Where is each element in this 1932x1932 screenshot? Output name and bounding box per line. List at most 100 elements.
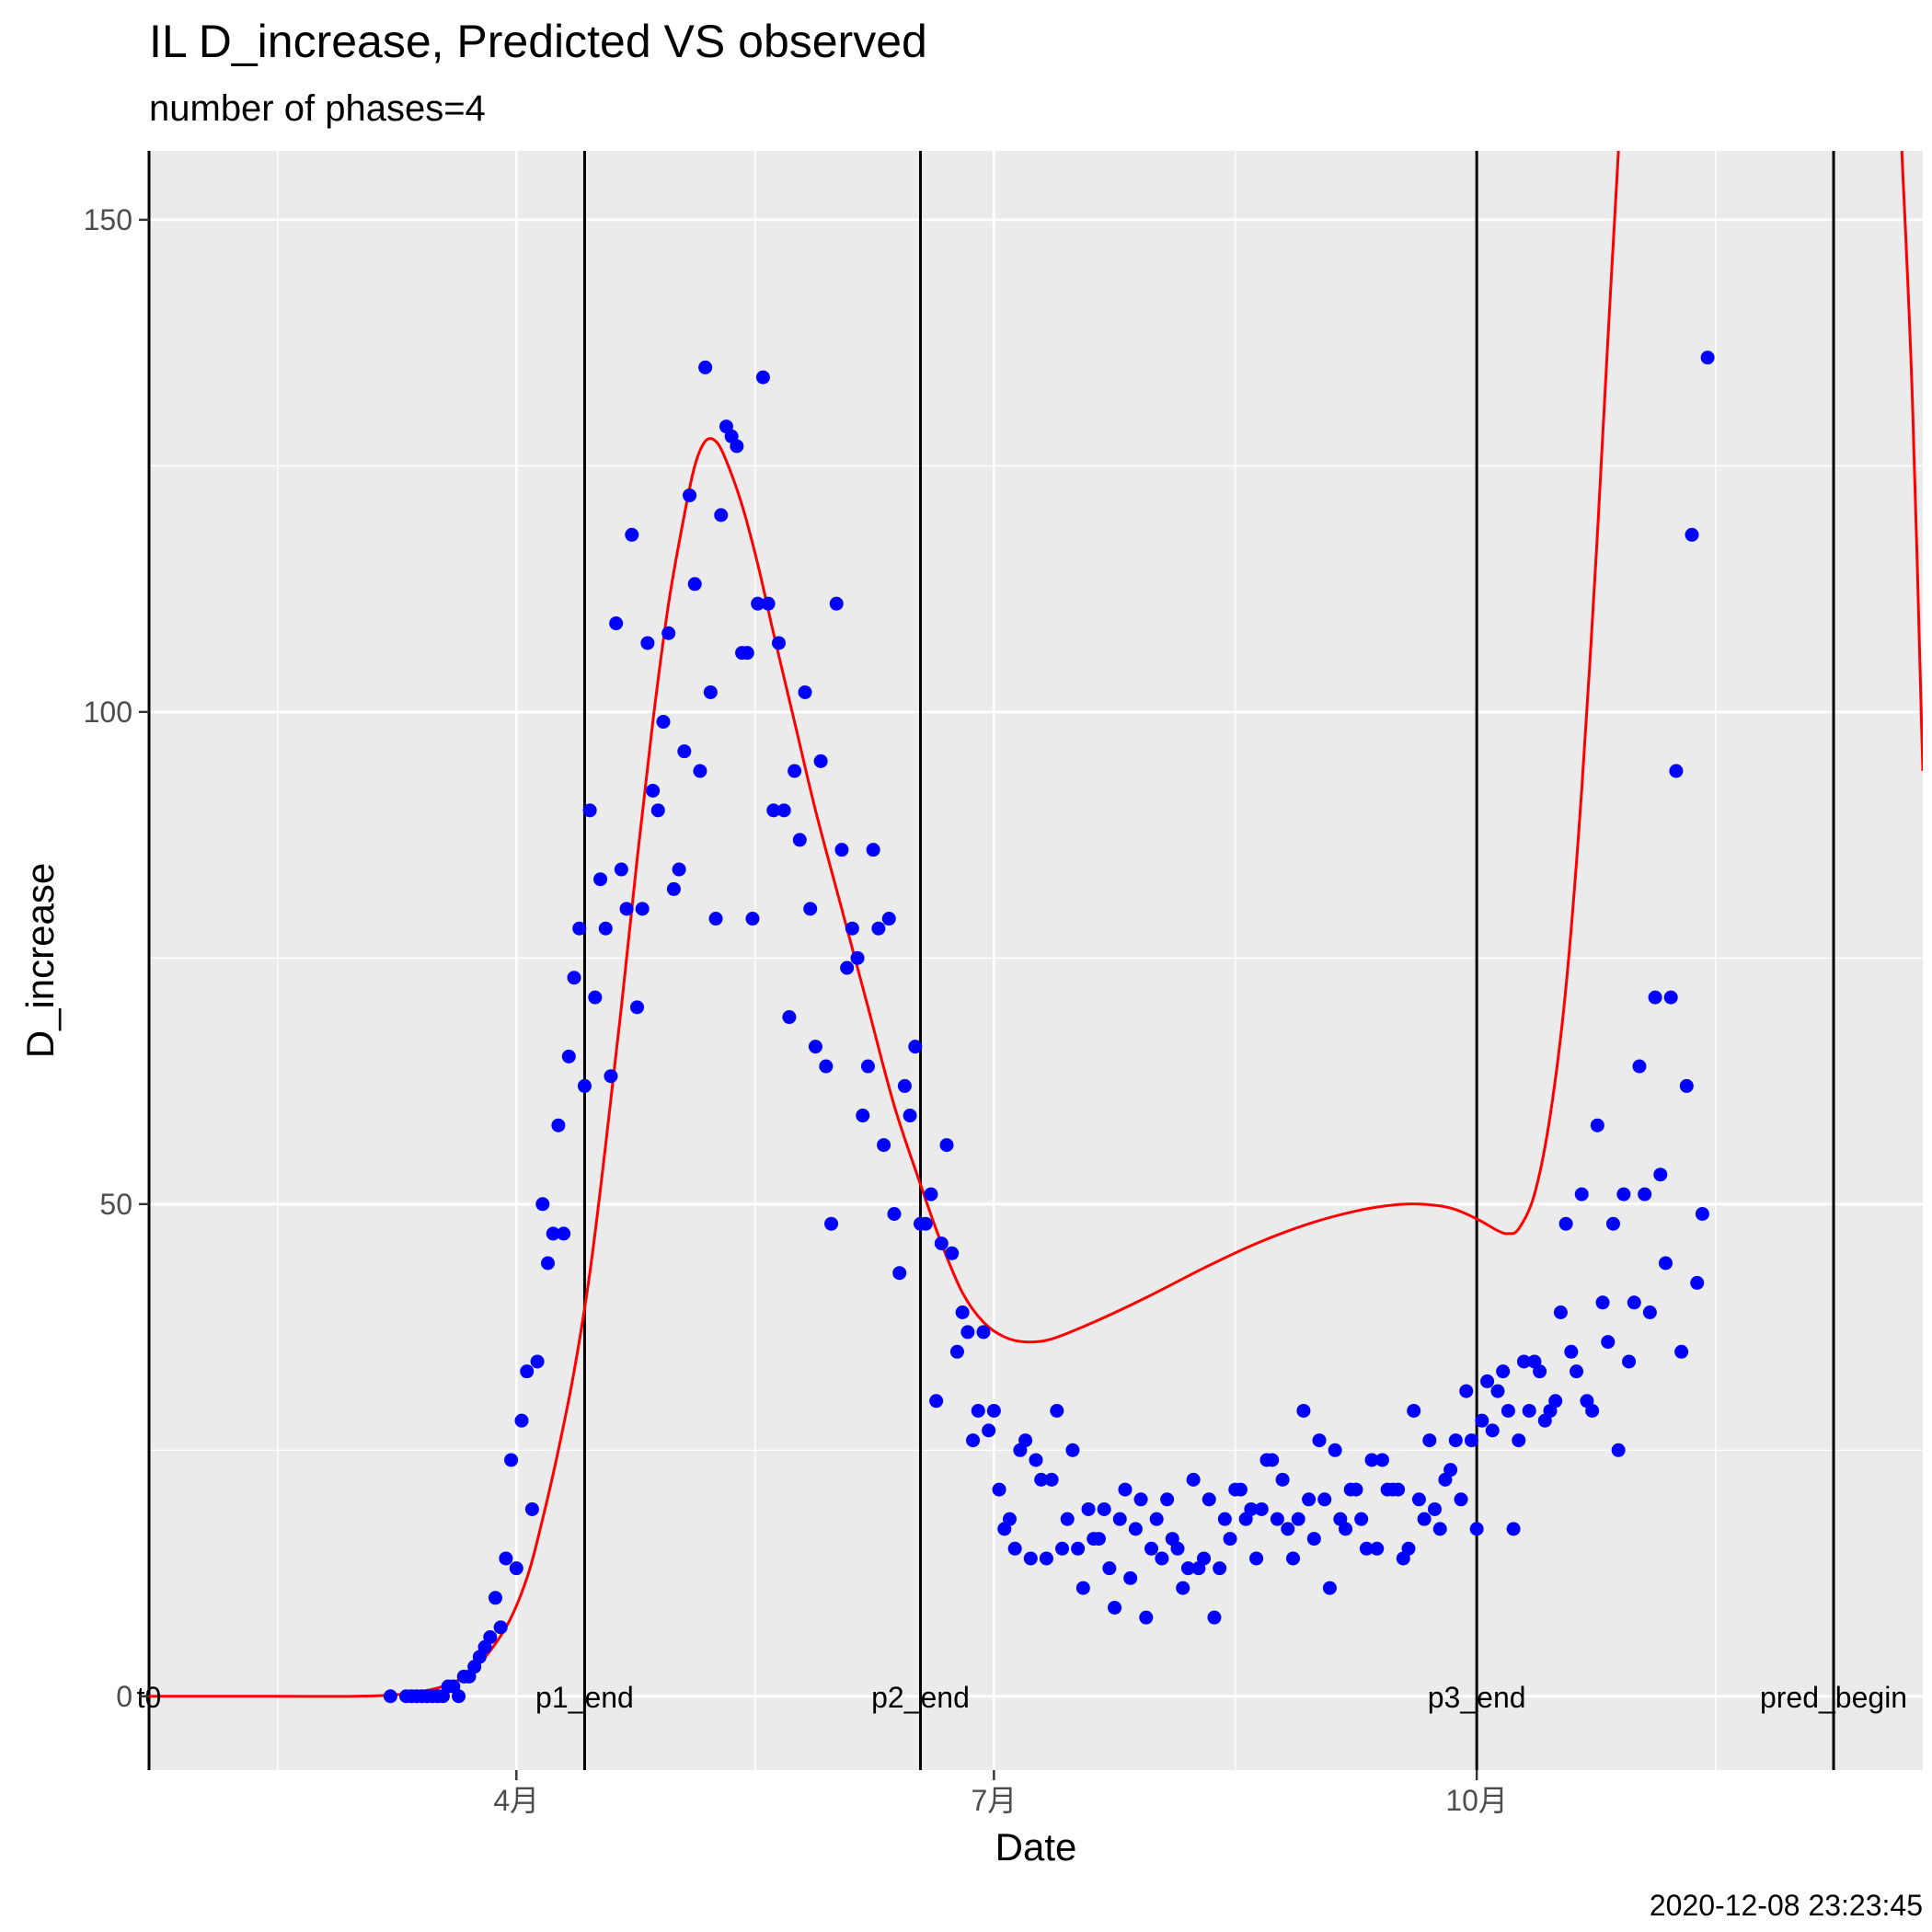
observed-point — [1312, 1433, 1327, 1448]
observed-point — [1601, 1335, 1616, 1350]
observed-point — [1522, 1403, 1536, 1418]
observed-point — [918, 1216, 933, 1231]
observed-series — [383, 351, 1715, 1704]
observed-point — [745, 912, 760, 926]
observed-point — [1700, 351, 1715, 365]
observed-point — [1108, 1600, 1122, 1615]
observed-point — [629, 1000, 644, 1015]
y-axis: 0 50 100 150 — [84, 203, 149, 1713]
observed-point — [808, 1040, 822, 1054]
observed-point — [1512, 1433, 1526, 1448]
x-tick-label: 7月 — [971, 1784, 1017, 1817]
observed-point — [1370, 1541, 1385, 1556]
observed-point — [798, 684, 812, 699]
observed-point — [1359, 1541, 1374, 1556]
observed-point — [383, 1689, 397, 1704]
observed-point — [949, 1344, 964, 1359]
observed-point — [877, 1138, 891, 1153]
observed-point — [1658, 1256, 1673, 1271]
observed-point — [929, 1394, 944, 1409]
observed-point — [1464, 1433, 1478, 1448]
observed-point — [1081, 1501, 1096, 1516]
observed-point — [1034, 1472, 1049, 1487]
observed-point — [577, 1078, 592, 1093]
observed-point — [1690, 1275, 1705, 1290]
observed-point — [939, 1138, 954, 1153]
minor-gridlines — [149, 151, 1923, 1770]
observed-point — [992, 1482, 1006, 1497]
observed-point — [1286, 1551, 1301, 1566]
observed-point — [483, 1630, 498, 1645]
phase-lines — [147, 151, 1835, 1770]
observed-point — [1002, 1512, 1017, 1526]
observed-point — [514, 1413, 529, 1428]
observed-point — [1638, 1187, 1652, 1202]
predicted-line-1 — [149, 151, 1620, 1698]
observed-point — [598, 921, 613, 936]
observed-point — [1674, 1344, 1689, 1359]
observed-point — [1065, 1443, 1080, 1457]
x-axis-title: Date — [995, 1825, 1077, 1869]
observed-point — [1097, 1501, 1111, 1516]
observed-point — [803, 902, 818, 916]
observed-point — [499, 1551, 513, 1566]
observed-point — [887, 1207, 902, 1222]
chart-subtitle: number of phases=4 — [149, 88, 486, 129]
observed-point — [1454, 1492, 1468, 1507]
observed-point — [1490, 1384, 1505, 1398]
observed-point — [1144, 1541, 1158, 1556]
observed-point — [755, 370, 770, 385]
observed-point — [1459, 1384, 1474, 1398]
observed-point — [1401, 1541, 1416, 1556]
observed-point — [1275, 1472, 1290, 1487]
observed-point — [1354, 1512, 1369, 1526]
observed-point — [1018, 1433, 1033, 1448]
observed-point — [1391, 1482, 1406, 1497]
observed-point — [1605, 1216, 1620, 1231]
observed-point — [1128, 1522, 1143, 1536]
observed-point — [1091, 1532, 1106, 1547]
observed-point — [1213, 1561, 1227, 1576]
observed-point — [1155, 1551, 1169, 1566]
observed-point — [557, 1226, 571, 1241]
observed-point — [1663, 990, 1678, 1005]
observed-point — [1585, 1403, 1600, 1418]
observed-point — [1506, 1522, 1521, 1536]
observed-point — [1296, 1403, 1311, 1418]
observed-point — [730, 439, 744, 454]
observed-point — [1186, 1472, 1201, 1487]
observed-point — [661, 626, 676, 640]
observed-point — [892, 1266, 907, 1281]
observed-point — [934, 1236, 949, 1251]
observed-point — [1207, 1610, 1222, 1625]
observed-point — [866, 843, 880, 857]
observed-point — [792, 833, 807, 847]
observed-point — [1317, 1492, 1332, 1507]
observed-point — [1339, 1522, 1353, 1536]
observed-point — [1249, 1551, 1264, 1566]
y-tick-label: 100 — [84, 696, 132, 729]
observed-point — [871, 921, 886, 936]
observed-point — [693, 764, 707, 778]
observed-point — [971, 1403, 985, 1418]
phase-label-p1_end: p1_end — [535, 1681, 634, 1714]
observed-point — [708, 912, 723, 926]
observed-point — [646, 783, 661, 798]
observed-point — [609, 616, 624, 631]
observed-point — [1558, 1216, 1573, 1231]
phase-label-p2_end: p2_end — [871, 1681, 970, 1714]
observed-point — [493, 1620, 508, 1635]
observed-point — [1244, 1501, 1259, 1516]
observed-point — [976, 1325, 991, 1340]
observed-point — [1197, 1551, 1212, 1566]
observed-point — [1417, 1512, 1432, 1526]
observed-point — [1642, 1305, 1657, 1319]
observed-point — [504, 1453, 519, 1467]
observed-point — [1149, 1512, 1164, 1526]
observed-point — [1574, 1187, 1589, 1202]
observed-point — [1060, 1512, 1075, 1526]
observed-point — [813, 753, 828, 768]
observed-point — [1254, 1501, 1269, 1516]
observed-point — [1685, 527, 1699, 542]
observed-point — [1590, 1118, 1604, 1133]
